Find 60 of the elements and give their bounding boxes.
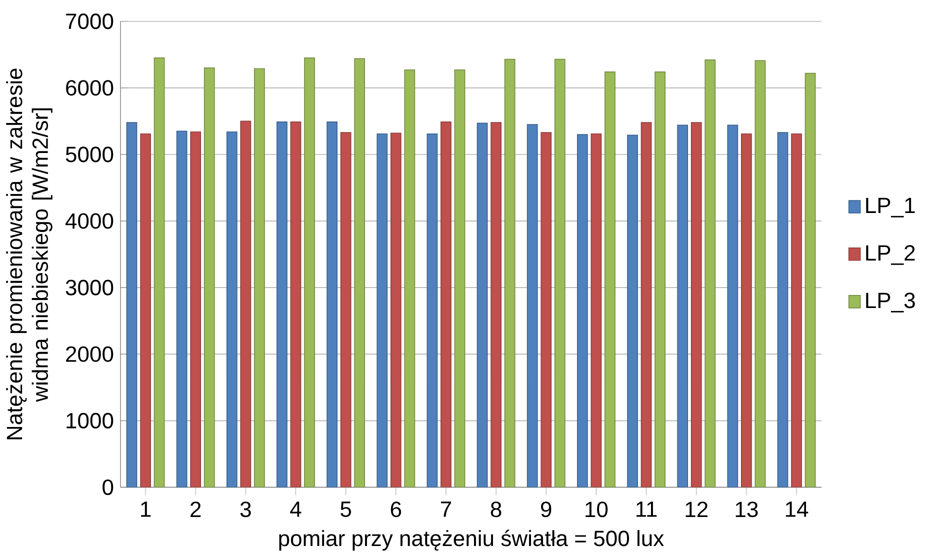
y-axis-title: Natężenie promieniowania w zakresie widma niebieskiego [W/m2/sr] (6, 68, 52, 440)
bar (754, 60, 766, 488)
bar (190, 132, 202, 488)
bar (690, 122, 702, 488)
bar (677, 124, 688, 488)
bar (126, 122, 138, 488)
bar (426, 134, 438, 488)
x-tick-label: 12 (686, 502, 708, 518)
bar (526, 124, 538, 488)
x-tick-label: 11 (636, 502, 657, 517)
bar (404, 70, 416, 488)
y-tick-label: 5000 (66, 146, 114, 162)
bar (226, 132, 238, 488)
legend-label: LP_1 (866, 198, 915, 218)
bar (604, 72, 616, 488)
y-tick-label: 7000 (66, 14, 114, 30)
bar (154, 58, 165, 488)
bar (540, 132, 552, 488)
x-tick-label: 7 (440, 502, 451, 517)
y-tick-label: 6000 (66, 80, 114, 96)
bar (590, 134, 602, 488)
y-tick-label: 3000 (66, 280, 114, 296)
y-tick-label: 4000 (65, 213, 114, 229)
x-tick-label: 3 (240, 502, 251, 518)
legend-label: LP_2 (866, 245, 915, 265)
bar (804, 72, 816, 488)
bar (476, 122, 488, 488)
bar (240, 120, 252, 488)
bar (390, 132, 402, 488)
x-tick-label: 1 (141, 502, 151, 517)
bar (727, 124, 738, 488)
y-tick-label: 1000 (66, 413, 114, 429)
bar (504, 59, 516, 488)
x-tick-label: 9 (541, 502, 552, 518)
x-axis-title: pomiar przy natężeniu światła = 500 lux (279, 530, 664, 551)
x-tick-label: 6 (390, 502, 402, 518)
legend-label: LP_3 (866, 292, 915, 313)
x-tick-label: 13 (736, 502, 758, 518)
bar (654, 72, 666, 488)
bar (640, 122, 652, 488)
bar (254, 68, 265, 488)
bar (340, 132, 352, 488)
x-tick-label: 4 (290, 502, 302, 517)
x-tick-label: 10 (586, 502, 608, 518)
bar (304, 58, 315, 488)
bar (290, 122, 302, 488)
y-tick-label: 0 (102, 480, 114, 496)
bar (204, 68, 215, 488)
bar (704, 60, 716, 488)
bar (777, 132, 788, 488)
bar (554, 59, 566, 488)
bar (176, 130, 188, 488)
bar (376, 134, 388, 488)
bar (354, 58, 366, 488)
bar (454, 70, 466, 488)
x-tick-label: 5 (340, 502, 352, 518)
x-tick-label: 8 (490, 502, 502, 518)
x-tick-label: 14 (786, 502, 808, 517)
y-tick-label: 2000 (66, 346, 114, 362)
x-tick-label: 2 (190, 502, 201, 518)
